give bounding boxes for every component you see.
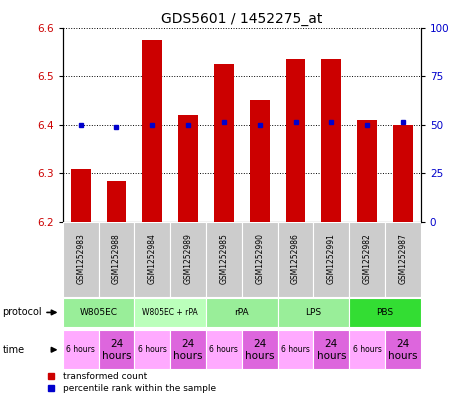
Bar: [134, 298, 206, 327]
Bar: [170, 222, 206, 297]
Text: GSM1252985: GSM1252985: [219, 233, 228, 284]
Text: 6 hours: 6 hours: [281, 345, 310, 354]
Text: 24
hours: 24 hours: [173, 339, 203, 360]
Bar: [349, 298, 421, 327]
Bar: [349, 222, 385, 297]
Bar: [357, 120, 377, 222]
Bar: [99, 222, 134, 297]
Text: time: time: [2, 345, 25, 355]
Text: percentile rank within the sample: percentile rank within the sample: [63, 384, 216, 393]
Bar: [385, 222, 421, 297]
Text: GSM1252982: GSM1252982: [363, 233, 372, 284]
Bar: [313, 330, 349, 369]
Bar: [242, 222, 278, 297]
Bar: [206, 330, 242, 369]
Text: 6 hours: 6 hours: [66, 345, 95, 354]
Text: 24
hours: 24 hours: [102, 339, 131, 360]
Text: GSM1252987: GSM1252987: [399, 233, 407, 284]
Bar: [286, 59, 306, 222]
Text: 24
hours: 24 hours: [245, 339, 274, 360]
Bar: [278, 222, 313, 297]
Bar: [63, 330, 99, 369]
Text: transformed count: transformed count: [63, 372, 147, 381]
Bar: [393, 125, 413, 222]
Text: GSM1252989: GSM1252989: [184, 233, 193, 284]
Text: GSM1252984: GSM1252984: [148, 233, 157, 284]
Bar: [134, 330, 170, 369]
Bar: [214, 64, 234, 222]
Text: LPS: LPS: [306, 308, 321, 317]
Bar: [278, 330, 313, 369]
Text: GSM1252991: GSM1252991: [327, 233, 336, 284]
Bar: [63, 222, 99, 297]
Title: GDS5601 / 1452275_at: GDS5601 / 1452275_at: [161, 13, 323, 26]
Text: GSM1252986: GSM1252986: [291, 233, 300, 284]
Bar: [63, 298, 134, 327]
Text: 6 hours: 6 hours: [138, 345, 167, 354]
Bar: [242, 330, 278, 369]
Text: 24
hours: 24 hours: [388, 339, 418, 360]
Bar: [313, 222, 349, 297]
Text: GSM1252988: GSM1252988: [112, 233, 121, 284]
Bar: [349, 330, 385, 369]
Bar: [178, 115, 198, 222]
Bar: [134, 222, 170, 297]
Text: GSM1252983: GSM1252983: [76, 233, 85, 284]
Bar: [206, 222, 242, 297]
Text: W805EC: W805EC: [80, 308, 118, 317]
Bar: [170, 330, 206, 369]
Bar: [99, 330, 134, 369]
Bar: [385, 330, 421, 369]
Text: 6 hours: 6 hours: [352, 345, 382, 354]
Text: protocol: protocol: [2, 307, 42, 318]
Text: GSM1252990: GSM1252990: [255, 233, 264, 284]
Text: 6 hours: 6 hours: [209, 345, 239, 354]
Bar: [142, 40, 162, 222]
Text: rPA: rPA: [234, 308, 249, 317]
Bar: [321, 59, 341, 222]
Bar: [71, 169, 91, 222]
Bar: [278, 298, 349, 327]
Text: W805EC + rPA: W805EC + rPA: [142, 308, 198, 317]
Bar: [106, 181, 126, 222]
Text: 24
hours: 24 hours: [317, 339, 346, 360]
Bar: [206, 298, 278, 327]
Text: PBS: PBS: [377, 308, 393, 317]
Bar: [250, 101, 270, 222]
